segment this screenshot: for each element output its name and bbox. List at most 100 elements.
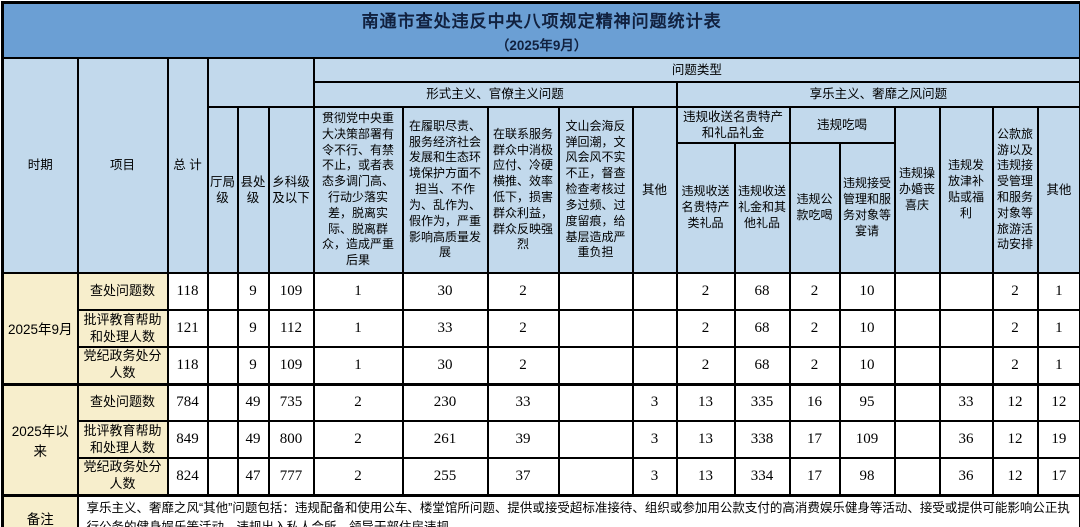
data-cell: 17 <box>788 457 841 496</box>
data-cell: 9 <box>236 272 270 311</box>
header-gift-group: 违规收送名贵特产和礼品礼金 <box>675 106 791 144</box>
row-label: 党纪政务处分人数 <box>76 457 169 496</box>
data-cell: 1 <box>1036 272 1080 311</box>
data-cell: 33 <box>938 382 994 422</box>
data-cell <box>893 346 941 385</box>
data-cell <box>557 420 634 459</box>
header-problem-type: 问题类型 <box>312 57 1080 83</box>
header-item: 项目 <box>76 57 169 274</box>
data-cell: 1 <box>1036 309 1080 348</box>
data-cell: 230 <box>401 382 489 422</box>
header-dining-group: 违规吃喝 <box>788 106 896 144</box>
data-cell: 2 <box>312 420 404 459</box>
data-cell <box>557 457 634 496</box>
data-cell: 2 <box>675 309 736 348</box>
data-cell: 2 <box>991 346 1039 385</box>
data-cell: 784 <box>166 382 209 422</box>
data-cell: 2 <box>991 272 1039 311</box>
data-cell: 10 <box>838 346 896 385</box>
row-label: 批评教育帮助和处理人数 <box>76 309 169 348</box>
data-cell <box>557 309 634 348</box>
header-formalism-col-4: 文山会海反弹回潮，文风会风不实不正，督查检查考核过多过频、过度留痕，给基层造成严… <box>557 106 634 274</box>
header-formalism-col-2: 在履职尽责、服务经济社会发展和生态环境保护方面不担当、不作为、乱作为、假作为，严… <box>401 106 489 274</box>
data-cell: 2 <box>486 272 560 311</box>
data-cell: 36 <box>938 457 994 496</box>
header-subcol-gift-specialty: 违规收送名贵特产类礼品 <box>675 142 736 274</box>
data-cell <box>631 309 678 348</box>
row-label: 党纪政务处分人数 <box>76 346 169 385</box>
data-cell: 68 <box>733 309 791 348</box>
data-cell: 10 <box>838 272 896 311</box>
data-cell <box>893 420 941 459</box>
data-cell: 9 <box>236 309 270 348</box>
data-cell: 118 <box>166 346 209 385</box>
data-cell: 98 <box>838 457 896 496</box>
data-cell: 2 <box>486 309 560 348</box>
data-cell <box>206 309 239 348</box>
header-hedonism-group: 享乐主义、奢靡之风问题 <box>675 81 1080 108</box>
period-label: 2025年以来 <box>1 382 79 496</box>
data-cell: 735 <box>267 382 315 422</box>
data-cell: 3 <box>631 457 678 496</box>
data-cell: 37 <box>486 457 560 496</box>
data-cell: 2 <box>675 272 736 311</box>
data-cell: 68 <box>733 346 791 385</box>
data-cell: 2 <box>788 309 841 348</box>
data-cell: 47 <box>236 457 270 496</box>
data-cell: 16 <box>788 382 841 422</box>
data-cell: 13 <box>675 457 736 496</box>
data-cell: 112 <box>267 309 315 348</box>
data-cell: 2 <box>312 457 404 496</box>
data-cell: 68 <box>733 272 791 311</box>
header-hedonism-col-wedding: 违规操办婚丧喜庆 <box>893 106 941 274</box>
data-cell: 13 <box>675 420 736 459</box>
data-cell <box>938 272 994 311</box>
data-cell: 17 <box>788 420 841 459</box>
data-cell: 12 <box>991 382 1039 422</box>
header-rank-spacer <box>206 57 315 108</box>
data-cell: 2 <box>788 272 841 311</box>
header-hedonism-col-travel: 公款旅游以及违规接受管理和服务对象等旅游活动安排 <box>991 106 1039 274</box>
header-formalism-col-other: 其他 <box>631 106 678 274</box>
row-label: 批评教育帮助和处理人数 <box>76 420 169 459</box>
data-cell: 12 <box>991 457 1039 496</box>
data-cell <box>206 382 239 422</box>
data-cell: 9 <box>236 346 270 385</box>
data-cell: 777 <box>267 457 315 496</box>
data-cell: 19 <box>1036 420 1080 459</box>
header-hedonism-col-other: 其他 <box>1036 106 1080 274</box>
data-cell: 1 <box>312 272 404 311</box>
data-cell <box>206 420 239 459</box>
note-label: 备注 <box>1 493 79 527</box>
data-cell: 2 <box>312 382 404 422</box>
period-label: 2025年9月 <box>1 272 79 385</box>
data-cell: 1 <box>1036 346 1080 385</box>
data-cell: 33 <box>486 382 560 422</box>
data-cell <box>893 309 941 348</box>
data-cell: 2 <box>991 309 1039 348</box>
data-cell: 118 <box>166 272 209 311</box>
data-cell: 2 <box>788 346 841 385</box>
data-cell: 95 <box>838 382 896 422</box>
data-cell: 36 <box>938 420 994 459</box>
data-cell: 3 <box>631 420 678 459</box>
data-cell: 109 <box>267 346 315 385</box>
data-cell: 49 <box>236 382 270 422</box>
data-cell: 335 <box>733 382 791 422</box>
data-cell: 800 <box>267 420 315 459</box>
header-formalism-col-3: 在联系服务群众中消极应付、冷硬横推、效率低下，损害群众利益，群众反映强烈 <box>486 106 560 274</box>
header-hedonism-col-allowance: 违规发放津补贴或福利 <box>938 106 994 274</box>
header-rank-township: 乡科级及以下 <box>267 106 315 274</box>
data-cell <box>893 382 941 422</box>
title-bar: 南通市查处违反中央八项规定精神问题统计表 （2025年9月） <box>1 1 1080 59</box>
data-cell: 12 <box>1036 382 1080 422</box>
row-label: 查处问题数 <box>76 272 169 311</box>
data-cell: 2 <box>486 346 560 385</box>
header-period: 时期 <box>1 57 79 274</box>
header-subcol-dining-public: 违规公款吃喝 <box>788 142 841 274</box>
data-cell: 109 <box>838 420 896 459</box>
data-cell: 334 <box>733 457 791 496</box>
data-cell: 1 <box>312 309 404 348</box>
